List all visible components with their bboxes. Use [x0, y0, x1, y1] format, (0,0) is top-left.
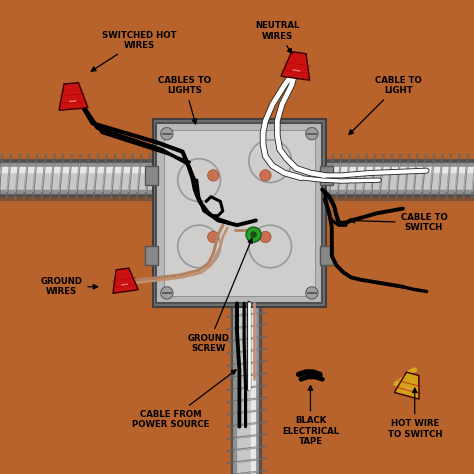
Circle shape [250, 231, 257, 238]
Polygon shape [59, 82, 88, 110]
Circle shape [260, 170, 271, 181]
Polygon shape [113, 268, 138, 293]
Polygon shape [281, 52, 310, 80]
Text: CABLES TO
LIGHTS: CABLES TO LIGHTS [158, 76, 211, 124]
Circle shape [246, 227, 261, 242]
Text: HOT WIRE
TO SWITCH: HOT WIRE TO SWITCH [388, 388, 442, 438]
Circle shape [161, 287, 173, 299]
Bar [153, 119, 326, 307]
Polygon shape [394, 372, 419, 399]
Text: CABLE TO
SWITCH: CABLE TO SWITCH [350, 213, 447, 232]
Bar [164, 130, 315, 296]
Circle shape [306, 287, 318, 299]
Text: CABLE FROM
POWER SOURCE: CABLE FROM POWER SOURCE [132, 370, 236, 429]
Circle shape [306, 128, 318, 140]
Circle shape [208, 170, 219, 181]
Bar [156, 123, 322, 303]
Bar [145, 166, 158, 185]
Circle shape [260, 231, 271, 243]
Text: GROUND
WIRES: GROUND WIRES [40, 277, 98, 296]
Circle shape [208, 231, 219, 243]
Bar [320, 246, 333, 265]
Text: NEUTRAL
WIRES: NEUTRAL WIRES [255, 21, 300, 54]
Circle shape [161, 128, 173, 140]
Text: GROUND
SCREW: GROUND SCREW [188, 238, 252, 353]
Text: SWITCHED HOT
WIRES: SWITCHED HOT WIRES [91, 31, 176, 71]
Text: CABLE TO
LIGHT: CABLE TO LIGHT [349, 76, 421, 135]
Bar [320, 166, 333, 185]
Text: BLACK
ELECTRICAL
TAPE: BLACK ELECTRICAL TAPE [282, 386, 339, 446]
Bar [145, 246, 158, 265]
